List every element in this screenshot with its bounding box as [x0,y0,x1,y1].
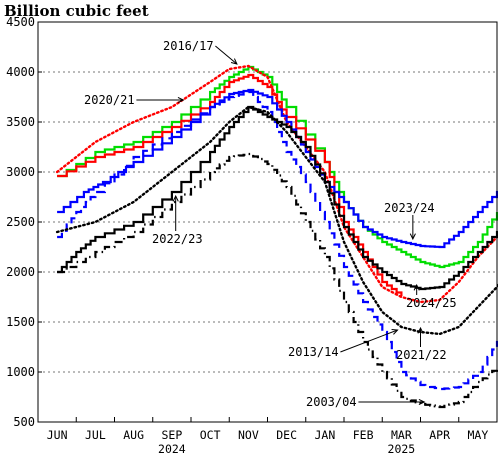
annotation-arrow-head [177,96,185,104]
x-tick-label: SEP [161,428,182,442]
annotation-arrow-line [215,45,238,65]
y-tick-label: 1500 [6,315,35,329]
annotation-arrow-line [340,329,398,353]
plot-frame [37,21,498,423]
annotation-label: 2020/21 [84,93,135,107]
series-line-2023-24 [57,88,498,249]
annotation-label: 2013/14 [288,345,339,359]
series-lines [55,64,498,409]
x-tick-label: AUG [123,428,144,442]
x-tick-label: MAR [391,428,412,442]
series-annotations: 2016/17 2020/21 2023/24 2022/23 2024/25 2013/… [84,39,457,409]
year-label: 2025 [388,442,416,456]
y-tick-label: 3500 [6,115,35,129]
series-line-2021-22 [55,105,498,336]
annotation-arrow-head [417,326,424,334]
annotation-label: 2021/22 [396,348,447,362]
x-tick-label: NOV [238,428,259,442]
x-tick-label: JAN [314,428,335,442]
chart-title: Billion cubic feet [4,2,149,20]
annotation-label: 2022/23 [152,232,203,246]
x-tick-label: APR [429,428,450,442]
series-line-2013-14 [57,90,498,391]
gridlines [38,71,497,373]
y-tick-label: 4000 [6,65,35,79]
annotation-label: 2024/25 [406,296,457,310]
y-tick-label: 1000 [6,365,35,379]
series-line-2024-25 [57,105,498,291]
x-tick-label: JUL [85,428,106,442]
annotation-label: 2016/17 [163,39,214,53]
y-tick-label: 2000 [6,265,35,279]
x-tick-label: OCT [200,428,221,442]
annotation-arrow-head [391,329,399,335]
annotation-arrow-head [413,283,420,291]
year-label: 2024 [158,442,186,456]
y-tick-label: 4500 [6,15,35,29]
annotation-arrow-head [409,233,416,241]
series-line-2023-24-red [57,73,403,296]
x-tick-label: DEC [276,428,297,442]
y-axis-ticks: 500 1000 1500 2000 2500 3000 3500 4000 4500 [6,15,42,429]
series-line-2020-21 [55,64,498,304]
annotation-arrow-head [418,398,426,406]
x-tick-label: MAY [467,428,488,442]
y-tick-label: 2500 [6,215,35,229]
x-axis-ticks: JUN JUL AUG SEP OCT NOV DEC JAN FEB MAR APR MAY 2024… [47,417,488,456]
annotation-arrow-head [172,194,179,202]
y-tick-label: 3000 [6,165,35,179]
x-tick-label: FEB [353,428,374,442]
y-tick-label: 500 [13,415,35,429]
x-tick-label: JUN [47,428,68,442]
annotation-arrow-head [230,58,238,65]
annotation-label: 2003/04 [306,395,357,409]
annotation-label: 2023/24 [384,201,435,215]
series-line-2022-23 [57,152,498,409]
